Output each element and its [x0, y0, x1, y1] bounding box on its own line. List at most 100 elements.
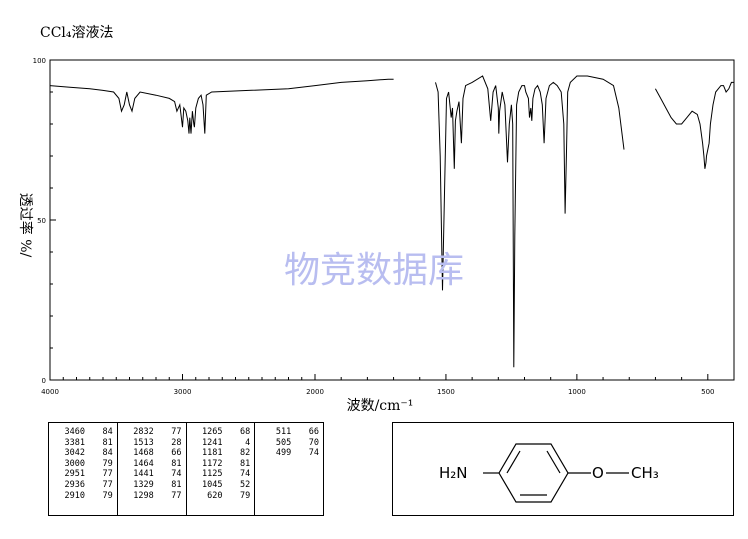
peak-wavenumber: 1468	[133, 448, 154, 459]
peak-table-row: 3460 84	[53, 427, 113, 438]
y-tick-label: 0	[42, 377, 46, 385]
peak-table-row: 2951 77	[53, 469, 113, 480]
peak-transmittance: 66	[308, 427, 319, 437]
peak-wavenumber: 1045	[202, 479, 223, 490]
peak-table-row: 2910 79	[53, 491, 113, 502]
peak-wavenumber: 1464	[133, 458, 154, 469]
peak-table-row: 1045 52	[191, 479, 251, 491]
benzene-ring	[498, 443, 569, 503]
peak-transmittance: 79	[102, 458, 113, 469]
chart-axes: 0 50 100 4000 3000 2000 1500 1000 500 波数/cm⁻¹ 透过率 …	[17, 57, 735, 414]
peak-table-row: 1441 74	[122, 469, 182, 480]
ring-double-bond-1	[506, 450, 521, 474]
page-title: CCl₄溶液法	[40, 25, 114, 41]
peak-transmittance: 74	[308, 448, 319, 459]
y-tick-label: 50	[37, 217, 46, 225]
peak-transmittance: 77	[171, 427, 182, 437]
peak-transmittance: 28	[171, 437, 182, 448]
structure-diagram: H₂N O CH₃	[439, 443, 659, 503]
spectrum-segment-2	[435, 75, 625, 368]
peak-wavenumber: 1441	[133, 469, 154, 480]
peak-transmittance: 4	[245, 437, 251, 448]
peak-transmittance: 52	[240, 479, 251, 490]
peak-wavenumber: 3000	[64, 458, 85, 469]
peak-transmittance: 79	[240, 490, 251, 501]
peak-table-row: 2832 77	[122, 427, 182, 438]
peak-table-row: 505 70	[259, 438, 319, 449]
peak-transmittance: 68	[240, 427, 251, 437]
peak-table-column: 3460 84 3381 81 3042 84 3000 79 2951 77 2936 77 2910…	[49, 423, 118, 515]
peak-transmittance: 81	[102, 437, 113, 448]
ring-double-bond-2	[546, 450, 561, 474]
peak-table-row: 1181 82	[191, 448, 251, 459]
x-tick-label: 1000	[568, 388, 586, 396]
x-tick-label: 4000	[41, 388, 59, 396]
spectrum-segment-1	[49, 78, 394, 134]
peak-transmittance: 66	[171, 448, 182, 459]
peak-wavenumber: 511	[275, 427, 292, 437]
peak-wavenumber: 1125	[202, 469, 223, 480]
watermark: 物竞数据库	[284, 250, 464, 291]
peak-table-row: 1468 66	[122, 448, 182, 459]
peak-wavenumber: 1513	[133, 437, 154, 448]
peak-table-row: 620 79	[191, 490, 251, 502]
peak-wavenumber: 1329	[133, 479, 154, 490]
chart-series	[49, 75, 734, 368]
peak-transmittance: 81	[171, 479, 182, 490]
peak-transmittance: 77	[171, 490, 182, 501]
peak-transmittance: 74	[240, 469, 251, 480]
peak-transmittance: 81	[240, 458, 251, 469]
peak-wavenumber: 3042	[64, 448, 85, 459]
peak-wavenumber: 3381	[64, 437, 85, 448]
peak-transmittance: 84	[102, 427, 113, 437]
peak-table-column: 1265 68 1241 4 1181 82 1172 81 1125 74 1045 52 620 79	[187, 423, 256, 515]
peak-transmittance: 81	[171, 458, 182, 469]
peak-transmittance: 82	[240, 448, 251, 459]
peak-table-row: 3042 84	[53, 448, 113, 459]
x-axis-label: 波数/cm⁻¹	[347, 398, 414, 414]
peak-table-row: 3000 79	[53, 459, 113, 470]
oxygen-label: O	[592, 464, 604, 482]
peak-table-row: 1329 81	[122, 479, 182, 491]
x-tick-label: 500	[701, 388, 714, 396]
peak-wavenumber: 1265	[202, 427, 223, 437]
peak-table-column: 2832 77 1513 28 1468 66 1464 81 1441 74 1329 81 1298…	[118, 423, 187, 515]
peak-table-row: 1125 74	[191, 469, 251, 480]
methyl-group-label: CH₃	[631, 464, 659, 482]
peak-table-row: 511 66	[259, 427, 319, 438]
peak-table-column: 511 66 505 70 499 74	[255, 423, 323, 515]
peak-wavenumber: 505	[275, 437, 292, 448]
peak-wavenumber: 2910	[64, 490, 85, 501]
y-axis-label: 透过率 %/	[17, 193, 34, 258]
y-tick-label: 100	[33, 57, 46, 65]
peak-transmittance: 77	[102, 479, 113, 490]
ir-spectrum-chart: 0 50 100 4000 3000 2000 1500 1000 500 波数/cm⁻¹ 透过率 …	[17, 57, 735, 414]
peak-wavenumber: 2936	[64, 479, 85, 490]
peak-table-row: 3381 81	[53, 438, 113, 449]
peak-wavenumber: 499	[275, 448, 292, 459]
peak-transmittance: 84	[102, 448, 113, 459]
peak-transmittance: 79	[102, 490, 113, 501]
peak-transmittance: 77	[102, 469, 113, 480]
plot-frame	[49, 59, 735, 381]
peak-table-row: 1298 77	[122, 490, 182, 502]
peak-transmittance: 70	[308, 437, 319, 448]
peak-wavenumber: 620	[207, 490, 223, 501]
x-tick-label: 3000	[174, 388, 192, 396]
peak-table-row: 1265 68	[191, 427, 251, 438]
peak-wavenumber: 1298	[133, 490, 154, 501]
peak-table-row: 1464 81	[122, 458, 182, 470]
structure-box: H₂N O CH₃	[392, 422, 734, 516]
peak-table-row: 2936 77	[53, 480, 113, 491]
peak-transmittance: 74	[171, 469, 182, 480]
peak-table-row: 1172 81	[191, 458, 251, 470]
x-tick-label: 2000	[306, 388, 324, 396]
amine-group-label: H₂N	[439, 464, 468, 482]
spectrum-segment-3	[654, 81, 734, 169]
x-tick-label: 1500	[437, 388, 455, 396]
peak-table: 3460 84 3381 81 3042 84 3000 79 2951 77 2936 77 2910…	[48, 422, 324, 516]
peak-wavenumber: 2832	[133, 427, 154, 437]
peak-table-row: 1241 4	[191, 437, 251, 449]
peak-wavenumber: 3460	[64, 427, 85, 437]
peak-wavenumber: 2951	[64, 469, 85, 480]
